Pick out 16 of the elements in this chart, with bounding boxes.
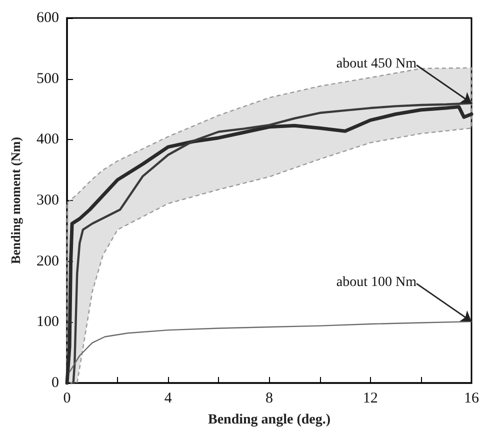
y-tick-label: 500: [36, 70, 59, 87]
y-tick-label: 200: [36, 253, 59, 270]
y-tick-label: 0: [52, 375, 59, 391]
y-tick-label: 600: [36, 10, 59, 26]
x-tick-label: 4: [164, 390, 172, 406]
annotation: about 100 Nm: [336, 274, 417, 290]
y-tick-label: 400: [36, 132, 59, 148]
y-axis-title: Bending moment (Nm): [8, 136, 23, 264]
y-tick-label: 100: [36, 314, 59, 330]
x-tick-label: 12: [362, 390, 378, 406]
x-axis-title: Bending angle (deg.): [208, 412, 331, 428]
y-tick-label: 300: [36, 192, 59, 208]
x-tick-label: 0: [63, 390, 71, 406]
annotation: about 450 Nm: [336, 56, 417, 72]
x-tick-label: 16: [464, 390, 480, 406]
x-tick-label: 8: [266, 390, 273, 406]
